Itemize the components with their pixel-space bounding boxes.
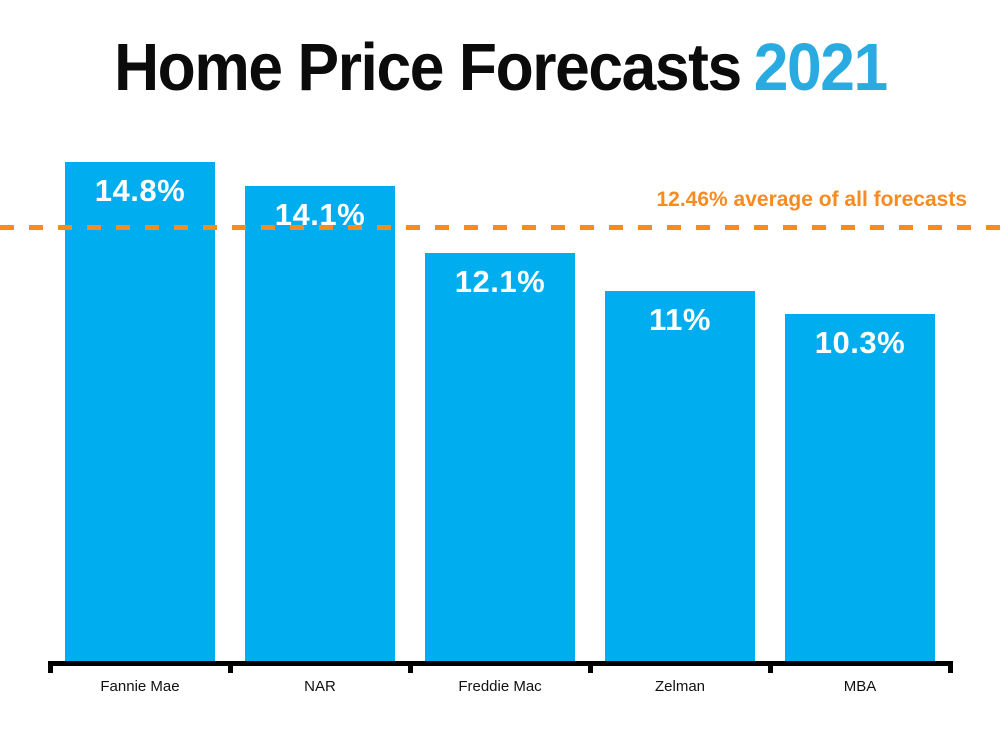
average-line-label: 12.46% average of all forecasts (656, 188, 967, 211)
x-axis-tick (48, 661, 53, 673)
bar-value-label: 11% (649, 302, 711, 337)
chart-title-main: Home Price Forecasts (113, 30, 742, 105)
chart-title-year: 2021 (753, 30, 887, 105)
category-label: Fannie Mae (100, 678, 180, 695)
bar: 12.1% (425, 253, 575, 663)
x-axis-tick (948, 661, 953, 673)
chart-title: Home Price Forecasts 2021 (0, 30, 1000, 105)
x-axis-tick (588, 661, 593, 673)
category-label: MBA (843, 678, 877, 695)
category-label: NAR (304, 678, 336, 695)
x-axis-tick (408, 661, 413, 673)
bar-value-label: 10.3% (814, 325, 906, 360)
bar: 10.3% (785, 314, 935, 663)
category-label: Zelman (654, 678, 706, 695)
bar: 11% (605, 291, 755, 663)
average-dashed-line (0, 225, 1000, 230)
chart-title-text: Home Price Forecasts 2021 (113, 30, 888, 105)
x-axis-line (48, 661, 949, 666)
x-axis-tick (228, 661, 233, 673)
bar-value-label: 12.1% (454, 264, 546, 299)
bar-value-label: 14.8% (94, 173, 186, 208)
x-axis-tick (768, 661, 773, 673)
bar: 14.8% (65, 162, 215, 663)
category-label: Freddie Mac (458, 678, 542, 695)
bar: 14.1% (245, 186, 395, 663)
